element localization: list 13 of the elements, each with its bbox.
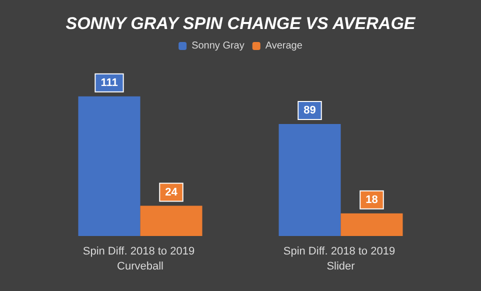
bar [278, 124, 341, 236]
data-label: 89 [304, 104, 316, 117]
x-tick-label: Spin Diff. 2018 to 2019 Slider [283, 246, 398, 272]
data-label: 111 [100, 76, 118, 89]
bar [78, 96, 140, 236]
chart-title: SONNY GRAY SPIN CHANGE VS AVERAGE [66, 14, 416, 33]
x-tick-label: Spin Diff. 2018 to 2019 Curveball [82, 246, 198, 272]
legend-label: Sonny Gray [192, 40, 244, 52]
data-label: 18 [366, 194, 378, 206]
bar [140, 206, 202, 236]
legend-label: Average [265, 40, 303, 52]
data-label: 24 [165, 186, 178, 198]
bar [340, 213, 403, 236]
